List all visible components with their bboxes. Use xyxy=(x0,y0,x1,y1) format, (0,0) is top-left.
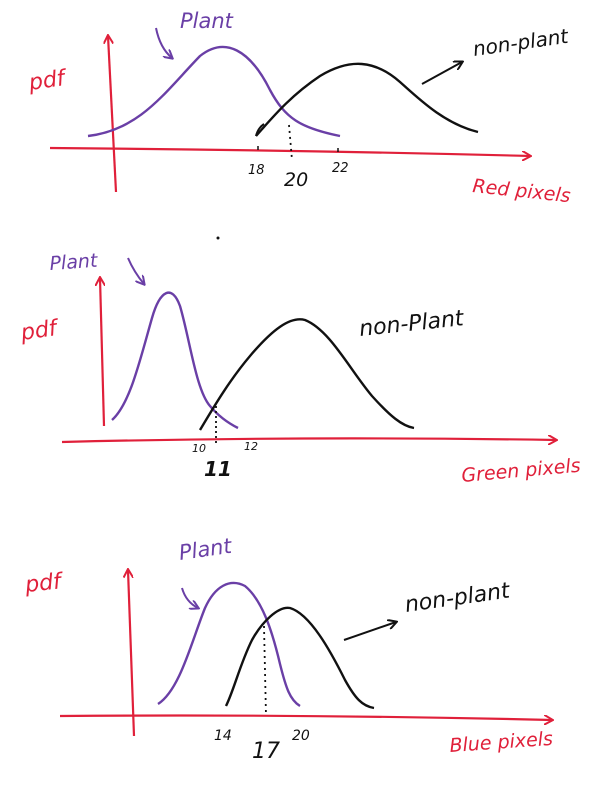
x-axis xyxy=(61,438,556,442)
non-plant-pointer-arrow xyxy=(343,622,396,641)
x-axis-label: Red pixels xyxy=(471,175,571,207)
plant-label: Plant xyxy=(49,250,100,275)
non-plant-curve xyxy=(255,62,479,137)
plant-curve-hook xyxy=(255,123,265,137)
y-axis-label: pdf xyxy=(18,316,61,346)
tick-label: 12 xyxy=(244,440,258,453)
plant-label: Plant xyxy=(177,534,233,565)
y-axis-label: pdf xyxy=(23,569,65,598)
plant-pointer-arrow xyxy=(127,257,144,284)
tick-label: 22 xyxy=(332,161,349,176)
tick-label: 20 xyxy=(292,728,310,744)
plant-curve xyxy=(111,291,239,430)
y-axis xyxy=(100,278,104,427)
non-plant-curve xyxy=(224,606,375,710)
y-axis xyxy=(128,570,136,737)
plant-pointer-arrow xyxy=(181,587,198,608)
panel-red: pdf Red pixels 18 20 22 Plant non-plant xyxy=(26,9,571,207)
non-plant-curve xyxy=(198,318,415,431)
threshold-line xyxy=(263,625,267,717)
plant-curve xyxy=(87,45,341,138)
panel-green: pdf Green pixels 10 11 12 Plant non-Plan… xyxy=(18,236,582,487)
threshold-label: 11 xyxy=(204,457,232,481)
plant-curve xyxy=(157,581,301,708)
plant-label: Plant xyxy=(180,9,234,33)
non-plant-label: non-plant xyxy=(471,24,570,61)
x-axis xyxy=(49,146,530,156)
x-axis-label: Green pixels xyxy=(461,455,582,487)
y-axis-label: pdf xyxy=(26,66,69,96)
tick-label: 18 xyxy=(248,163,265,178)
x-axis xyxy=(59,714,552,721)
non-plant-label: non-Plant xyxy=(358,306,466,342)
threshold-line xyxy=(288,124,293,161)
stray-dot xyxy=(216,236,220,240)
threshold-label: 20 xyxy=(284,169,308,191)
y-axis xyxy=(108,36,118,193)
panel-blue: pdf Blue pixels 14 17 20 Plant non-plant xyxy=(23,534,554,764)
x-axis-label: Blue pixels xyxy=(449,728,554,757)
non-plant-pointer-arrow xyxy=(421,62,462,85)
plant-pointer-arrow xyxy=(155,27,172,58)
non-plant-label: non-plant xyxy=(403,578,512,618)
tick-label: 10 xyxy=(192,442,206,455)
tick-label: 14 xyxy=(214,728,232,744)
threshold-label: 17 xyxy=(252,739,280,764)
